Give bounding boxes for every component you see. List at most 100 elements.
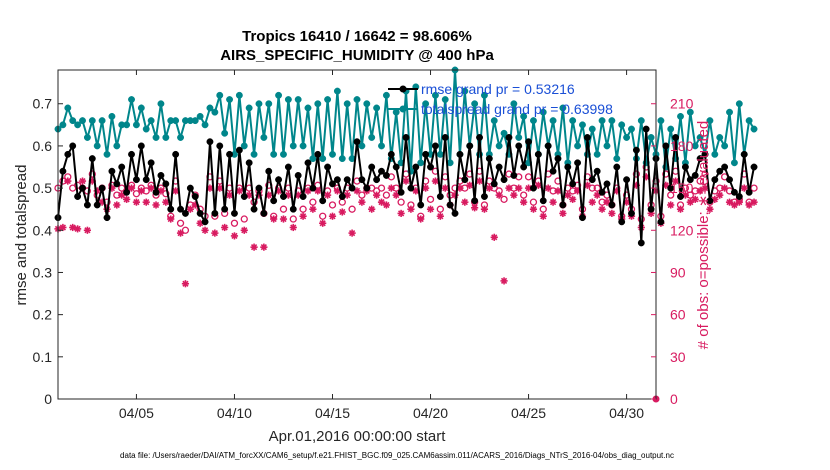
series-point [427, 163, 434, 171]
series-point [128, 150, 135, 158]
series-point [172, 150, 180, 158]
possible-marker [569, 187, 577, 195]
series-point [128, 96, 135, 103]
series-point [706, 197, 714, 205]
possible-marker [181, 226, 190, 234]
series-point [309, 184, 317, 192]
possible-marker [142, 187, 150, 195]
series-point [471, 100, 479, 108]
series-point [662, 142, 670, 150]
y-tick-label: 0.4 [33, 222, 53, 238]
series-point [309, 155, 317, 163]
series-point [618, 121, 626, 129]
y-right-tick-label: 0 [670, 391, 678, 407]
evaluated-marker [549, 198, 557, 206]
series-point [745, 188, 753, 196]
series-point [167, 205, 175, 213]
evaluated-marker [230, 232, 239, 240]
series-point [603, 180, 611, 188]
series-point [730, 159, 738, 167]
series-point [593, 167, 601, 175]
series-point [696, 155, 704, 163]
series-point [299, 142, 307, 150]
series-point [265, 100, 273, 108]
series-point [250, 205, 258, 213]
series-point [608, 201, 616, 209]
possible-marker [549, 187, 557, 195]
series-point [211, 209, 219, 217]
series-point [588, 176, 596, 184]
series-point [735, 100, 743, 108]
series-point [324, 96, 332, 103]
series-point [422, 100, 430, 108]
series-point [476, 134, 483, 141]
evaluated-marker [672, 177, 680, 185]
series-point [83, 201, 91, 209]
series-point [289, 205, 297, 213]
series-point [402, 134, 410, 141]
y-right-tick-label: 30 [670, 349, 686, 365]
series-point [623, 134, 631, 141]
evaluated-marker [74, 225, 82, 233]
series-point [471, 197, 479, 205]
series-point [333, 87, 341, 95]
series-point [162, 180, 170, 188]
series-point [260, 209, 268, 217]
possible-marker [598, 198, 606, 206]
possible-marker [480, 201, 489, 209]
series-point [691, 142, 699, 150]
series-point [157, 100, 165, 108]
series-point [431, 142, 439, 150]
y-right-tick-label: 210 [670, 96, 694, 112]
series-point [677, 193, 684, 200]
x-tick-label: 04/25 [511, 405, 546, 421]
series-point [490, 180, 498, 188]
series-point [598, 117, 606, 125]
series-point [569, 117, 577, 125]
series-point [382, 91, 390, 99]
series-point [711, 150, 719, 158]
series-point [186, 184, 194, 192]
series-point [647, 205, 655, 213]
series-point [451, 209, 459, 217]
series-point [574, 159, 582, 167]
legend-entry: totalspread grand pr = 0.63998 [388, 101, 613, 117]
series-point [593, 150, 601, 158]
possible-marker [167, 212, 175, 220]
possible-marker [745, 198, 753, 206]
series-point [510, 171, 518, 179]
evaluated-marker [132, 198, 141, 206]
series-point [539, 197, 547, 205]
evaluated-marker [338, 208, 346, 216]
series-point [544, 142, 552, 150]
series-point [628, 209, 635, 217]
y-tick-label: 0.7 [33, 96, 53, 112]
possible-marker [176, 219, 185, 227]
possible-marker [417, 212, 425, 220]
series-point [343, 100, 351, 108]
series-point [382, 171, 390, 179]
evaluated-marker [152, 201, 160, 209]
series-point [98, 117, 106, 125]
y-axis-label: rmse and totalspread [13, 165, 30, 306]
series-point [485, 155, 493, 163]
possible-marker [289, 215, 297, 223]
series-point [103, 150, 111, 158]
series-point [275, 91, 283, 99]
possible-marker [426, 195, 435, 204]
series-point [177, 134, 184, 141]
evaluated-marker [289, 223, 297, 232]
x-tick-label: 04/30 [609, 405, 644, 421]
y-tick-label: 0.5 [33, 180, 53, 196]
evaluated-marker [250, 243, 258, 251]
series-point [686, 176, 694, 184]
series-point [123, 188, 131, 196]
legend-label: rmse grand pr = 0.53216 [421, 81, 575, 97]
possible-marker [270, 212, 278, 220]
series-point [745, 117, 753, 125]
possible-marker [348, 205, 356, 213]
series-point [255, 100, 263, 108]
series-point [255, 184, 263, 192]
series-point [270, 150, 278, 158]
y-tick-label: 0 [44, 391, 52, 407]
